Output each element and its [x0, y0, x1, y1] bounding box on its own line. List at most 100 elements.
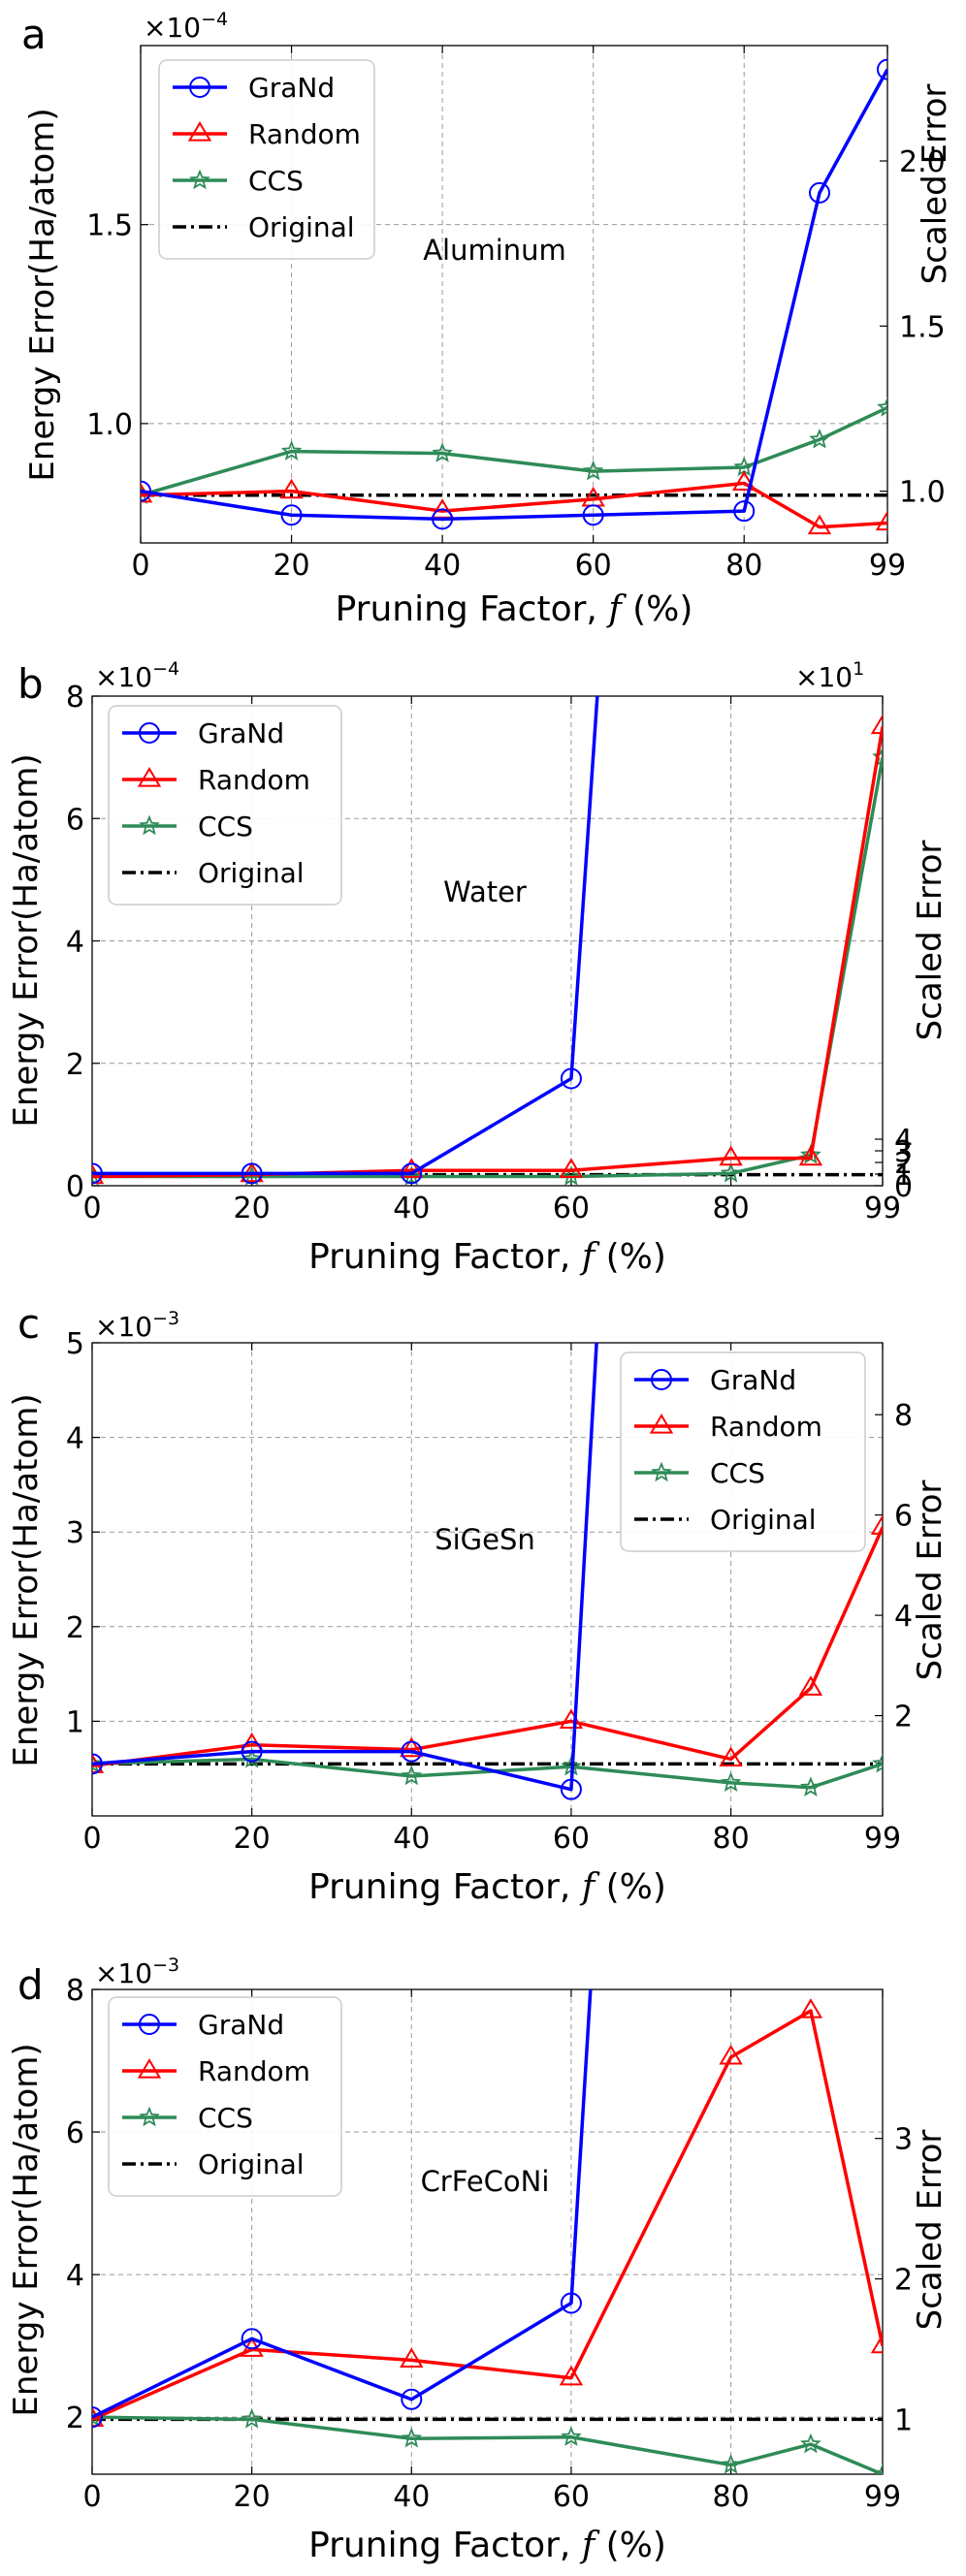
data-point-ccs	[432, 442, 453, 462]
legend-label-ccs: CCS	[248, 165, 304, 197]
y-axis-title: Energy Error(Ha/atom)	[7, 753, 46, 1127]
series-line-ccs	[92, 2415, 883, 2474]
data-point-grand	[582, 504, 604, 526]
data-point-random	[870, 1514, 883, 1535]
legend-label-original: Original	[248, 211, 355, 243]
legend-label-random: Random	[248, 118, 361, 150]
x-tick-label: 20	[234, 1192, 271, 1225]
data-point-random	[719, 2044, 743, 2065]
y-tick-label: 8	[66, 1974, 84, 2008]
legend-marker-random	[187, 121, 212, 142]
x-tick-label: 60	[553, 2480, 590, 2514]
x-axis-title: Pruning Factor, f (%)	[336, 589, 693, 629]
x-tick-label: 40	[393, 1822, 430, 1856]
legend-label-random: Random	[198, 2055, 310, 2087]
data-point-grand	[560, 2292, 582, 2314]
y-exponent-label: ×10−3	[95, 1955, 179, 1989]
legend-label-original: Original	[198, 857, 305, 889]
x-tick-label: 40	[393, 2480, 430, 2514]
y-tick-label: 5	[66, 1327, 84, 1361]
y2-tick-label: 1.5	[899, 310, 946, 344]
legend-label-grand: GraNd	[248, 72, 335, 104]
x-tick-label: 99	[864, 2480, 901, 2514]
series-line-ccs	[141, 405, 887, 497]
data-point-random	[798, 1998, 823, 2019]
x-tick-label: 60	[553, 1822, 590, 1856]
legend-marker-random	[137, 767, 162, 787]
data-point-random	[807, 514, 832, 535]
data-point-random	[870, 2333, 883, 2354]
x-tick-label: 99	[864, 1822, 901, 1856]
data-point-random	[400, 1736, 424, 1758]
data-point-ccs	[872, 2463, 883, 2474]
x-tick-label: 80	[712, 1822, 749, 1856]
y-tick-label: 1	[66, 1705, 84, 1739]
data-area	[92, 696, 883, 1186]
series-line-grand	[92, 1343, 598, 1792]
legend-marker-ccs	[139, 2106, 160, 2127]
data-point-ccs	[800, 2433, 821, 2454]
y-tick-label: 1.0	[86, 408, 133, 442]
dataset-annotation: Water	[443, 875, 527, 908]
data-point-random	[719, 1746, 743, 1767]
data-point-grand	[560, 1067, 582, 1090]
y-tick-label: 6	[66, 2116, 84, 2150]
data-area	[141, 58, 887, 535]
y2-tick-label: 2	[894, 1147, 913, 1181]
legend-box	[620, 1352, 866, 1552]
x-tick-label: 20	[234, 2480, 271, 2514]
legend-box	[158, 59, 375, 260]
y-axis-title: Energy Error(Ha/atom)	[7, 1393, 46, 1766]
y-tick-label: 1.5	[86, 209, 133, 243]
x-tick-label: 20	[234, 1822, 271, 1856]
legend-label-original: Original	[710, 1504, 817, 1536]
data-point-ccs	[561, 1165, 582, 1186]
panel-label: d	[17, 1961, 44, 2009]
series-line-grand	[141, 68, 887, 522]
y-tick-label: 4	[66, 926, 84, 960]
data-point-grand	[401, 1740, 423, 1763]
x-tick-label: 40	[393, 1192, 430, 1225]
panel-label: a	[21, 11, 47, 58]
y-tick-label: 6	[66, 803, 84, 837]
series-line-random	[141, 481, 887, 529]
y-tick-label: 4	[66, 2259, 84, 2293]
data-area	[92, 1989, 883, 2474]
y-tick-label: 8	[66, 681, 84, 715]
x-tick-label: 0	[131, 549, 149, 583]
data-point-random	[559, 1158, 584, 1178]
y2-tick-label: 6	[894, 1500, 913, 1534]
data-point-grand	[92, 1162, 103, 1185]
data-point-ccs	[561, 2426, 582, 2446]
x-axis-title: Pruning Factor, f (%)	[308, 2526, 666, 2565]
data-point-random	[875, 510, 887, 531]
dataset-annotation: CrFeCoNi	[421, 2165, 550, 2198]
panel-d: 0 20 40 60 80 99 2 4 6 8 1 2 3 ×10−3 d Pruning Factor, …	[7, 1955, 950, 2565]
y2-tick-label: 1.0	[899, 476, 946, 510]
y2-tick-label: 4	[894, 1124, 913, 1158]
data-point-grand	[877, 58, 887, 80]
x-tick-label: 40	[424, 549, 461, 583]
data-point-ccs	[809, 428, 830, 449]
data-point-ccs	[720, 1162, 742, 1183]
y-tick-label: 4	[66, 1422, 84, 1456]
legend-label-ccs: CCS	[198, 2102, 253, 2134]
data-point-random	[870, 714, 883, 735]
y-axis-title: Energy Error(Ha/atom)	[7, 2043, 46, 2416]
x-tick-label: 60	[575, 549, 612, 583]
x-tick-label: 80	[712, 1192, 749, 1225]
data-point-ccs	[241, 1748, 263, 1768]
data-point-random	[798, 1145, 823, 1166]
data-point-grand	[241, 1740, 263, 1763]
data-point-ccs	[877, 397, 887, 417]
y-exponent-label: ×10−3	[95, 1308, 179, 1343]
x-tick-label: 99	[864, 1192, 901, 1225]
y-tick-label: 0	[66, 1170, 84, 1204]
legend-box	[108, 1996, 342, 2197]
x-tick-label: 0	[82, 1192, 101, 1225]
plot-frame	[91, 1342, 884, 1817]
data-point-random	[400, 2347, 424, 2368]
legend-marker-grand	[139, 722, 160, 744]
legend: GraNd Random CCS Original	[108, 705, 342, 906]
legend-marker-grand	[651, 1369, 672, 1390]
